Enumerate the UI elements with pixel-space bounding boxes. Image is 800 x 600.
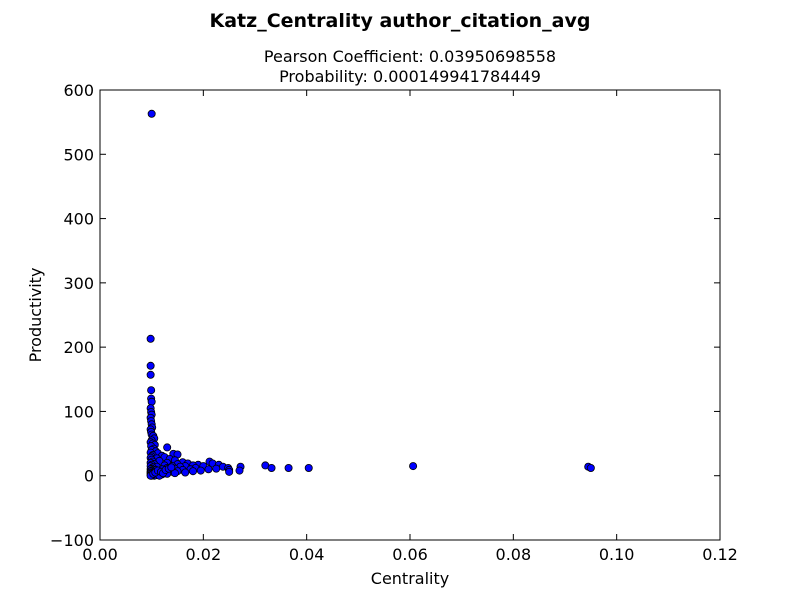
x-tick-label: 0.06 [392,545,428,564]
data-point [212,464,221,473]
data-point [147,397,156,406]
plot-frame [99,89,721,541]
x-tick-label: 0.10 [599,545,635,564]
chart-title: Katz_Centrality author_citation_avg [210,10,591,32]
x-tick-label: 0.00 [82,545,118,564]
data-point [181,468,190,477]
data-point [167,463,176,472]
y-tick-label: 200 [63,338,94,357]
data-point [146,370,155,379]
y-tick-label: 100 [63,402,94,421]
axis-ticks: 0.00 0.02 0.04 0.06 0.08 0.10 0.12 −100 0 100 200 3… [50,81,738,564]
y-tick-label: 500 [63,145,94,164]
data-point [409,462,418,471]
data-point [163,443,172,452]
data-point [170,469,179,478]
y-axis-label: Productivity [26,268,45,363]
data-point [304,463,313,472]
data-point [204,465,213,474]
data-point [147,386,156,395]
x-tick-label: 0.02 [186,545,222,564]
data-point [188,467,197,476]
x-axis-label: Centrality [371,569,449,588]
y-tick-label: 0 [84,467,94,486]
x-tick-label: 0.12 [702,545,738,564]
data-point [284,463,293,472]
y-tick-label: 300 [63,274,94,293]
x-tick-label: 0.04 [289,545,325,564]
data-point [586,463,595,472]
data-point [235,466,244,475]
data-point [146,361,155,370]
data-point [146,334,155,343]
chart-subtitle-pearson: Pearson Coefficient: 0.03950698558 [264,47,556,66]
data-points [146,109,595,480]
y-tick-label: −100 [50,531,94,550]
x-tick-label: 0.08 [496,545,532,564]
data-point [196,466,205,475]
data-point [147,109,156,118]
y-tick-label: 600 [63,81,94,100]
chart-subtitle-probability: Probability: 0.000149941784449 [279,67,541,86]
data-point [267,463,276,472]
data-point [225,467,234,476]
y-tick-label: 400 [63,210,94,229]
